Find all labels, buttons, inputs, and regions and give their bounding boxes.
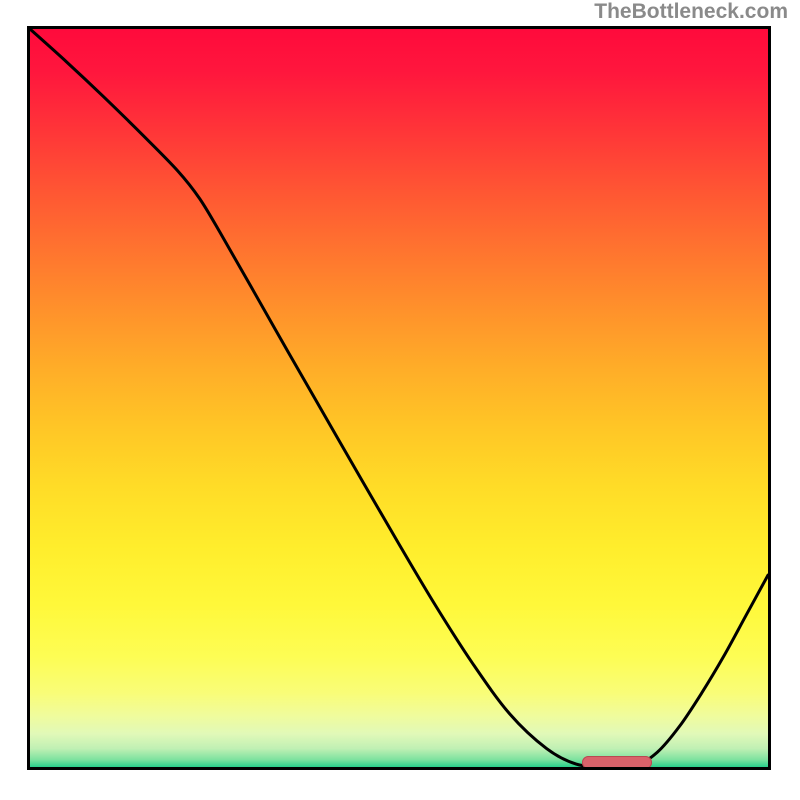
chart-frame [27, 26, 771, 770]
